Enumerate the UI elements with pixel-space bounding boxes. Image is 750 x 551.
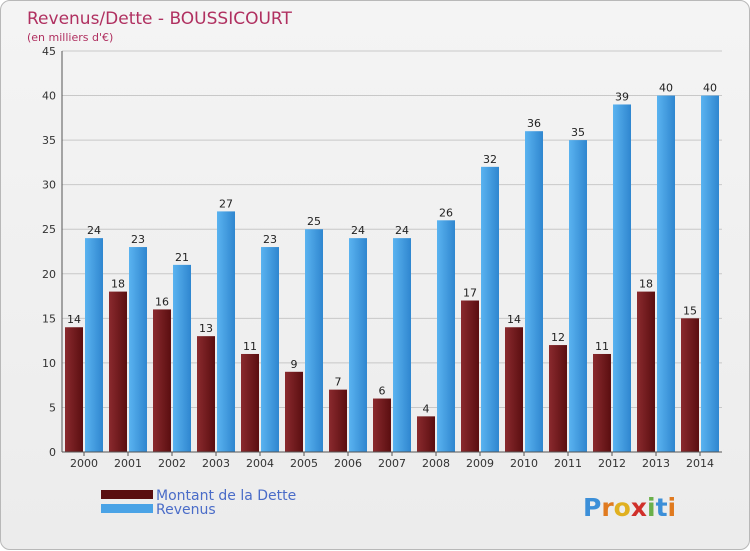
bar-dette — [681, 318, 699, 452]
x-tick-label: 2005 — [290, 457, 318, 470]
data-label-revenus: 24 — [395, 224, 409, 237]
data-label-dette: 17 — [463, 287, 477, 300]
bar-dette — [593, 353, 611, 452]
bar-dette — [637, 291, 655, 452]
data-label-dette: 13 — [199, 322, 213, 335]
data-label-dette: 15 — [683, 304, 697, 317]
proxiti-logo: Proxiti — [583, 493, 676, 522]
data-label-dette: 14 — [67, 313, 81, 326]
x-tick-label: 2012 — [598, 457, 626, 470]
bar-revenus — [261, 247, 279, 452]
data-label-dette: 11 — [595, 340, 609, 353]
data-label-revenus: 24 — [87, 224, 101, 237]
data-label-dette: 6 — [379, 385, 386, 398]
y-tick-label: 0 — [49, 446, 56, 459]
data-label-revenus: 23 — [263, 233, 277, 246]
x-tick-label: 2002 — [158, 457, 186, 470]
y-tick-label: 40 — [42, 90, 56, 103]
bar-dette — [549, 345, 567, 452]
bar-dette — [505, 327, 523, 452]
data-label-dette: 18 — [639, 278, 653, 291]
data-label-revenus: 35 — [571, 126, 585, 139]
bar-revenus — [613, 104, 631, 452]
data-label-revenus: 26 — [439, 206, 453, 219]
data-label-revenus: 40 — [659, 82, 673, 95]
chart-subtitle: (en milliers d'€) — [27, 31, 113, 44]
x-tick-label: 2011 — [554, 457, 582, 470]
data-label-dette: 9 — [291, 358, 298, 371]
axes: 0 5 10 15 20 25 30 35 40 45 2000 2001 2002 2003 2004 20… — [42, 45, 722, 470]
y-tick-label: 5 — [49, 401, 56, 414]
legend: Montant de la Dette Revenus — [101, 488, 296, 518]
x-tick-label: 2009 — [466, 457, 494, 470]
bar-dette — [373, 398, 391, 452]
x-tick-label: 2008 — [422, 457, 450, 470]
y-tick-label: 20 — [42, 268, 56, 281]
legend-swatch-revenus — [101, 504, 153, 513]
y-tick-label: 30 — [42, 179, 56, 192]
bar-revenus — [349, 238, 367, 452]
bars: 14 24 18 23 16 21 13 27 11 23 9 25 7 24 6 24 4 26 17 32 14 36… — [65, 82, 719, 453]
data-label-revenus: 36 — [527, 117, 541, 130]
svg-text:Proxiti: Proxiti — [583, 493, 676, 522]
x-tick-label: 2007 — [378, 457, 406, 470]
bar-revenus — [173, 264, 191, 452]
x-tick-label: 2000 — [70, 457, 98, 470]
x-tick-label: 2004 — [246, 457, 274, 470]
data-label-revenus: 39 — [615, 90, 629, 103]
legend-label-revenus: Revenus — [156, 502, 216, 518]
y-tick-label: 45 — [42, 45, 56, 58]
x-tick-label: 2006 — [334, 457, 362, 470]
bar-revenus — [701, 95, 719, 453]
x-tick-label: 2001 — [114, 457, 142, 470]
bar-dette — [417, 416, 435, 452]
bar-revenus — [305, 229, 323, 452]
data-label-dette: 7 — [335, 376, 342, 389]
legend-label-dette: Montant de la Dette — [156, 488, 296, 504]
bar-revenus — [657, 95, 675, 453]
bar-revenus — [85, 238, 103, 452]
y-tick-label: 10 — [42, 357, 56, 370]
chart-title: Revenus/Dette - BOUSSICOURT — [27, 9, 292, 29]
data-label-revenus: 25 — [307, 215, 321, 228]
data-label-revenus: 21 — [175, 251, 189, 264]
bar-revenus — [129, 247, 147, 452]
bar-revenus — [437, 220, 455, 452]
data-label-revenus: 32 — [483, 153, 497, 166]
data-label-dette: 18 — [111, 278, 125, 291]
grid — [62, 50, 722, 408]
bar-revenus — [393, 238, 411, 452]
bar-dette — [461, 300, 479, 452]
bar-dette — [197, 336, 215, 452]
x-tick-label: 2014 — [686, 457, 714, 470]
bar-revenus — [481, 166, 499, 452]
data-label-revenus: 24 — [351, 224, 365, 237]
bar-dette — [241, 353, 259, 452]
bar-dette — [285, 371, 303, 452]
data-label-revenus: 27 — [219, 197, 233, 210]
data-label-revenus: 23 — [131, 233, 145, 246]
bar-dette — [109, 291, 127, 452]
x-tick-label: 2010 — [510, 457, 538, 470]
legend-swatch-dette — [101, 490, 153, 499]
y-tick-label: 15 — [42, 312, 56, 325]
data-label-revenus: 40 — [703, 82, 717, 95]
bar-revenus — [569, 140, 587, 452]
bar-dette — [65, 327, 83, 452]
bar-revenus — [217, 211, 235, 452]
bar-revenus — [525, 131, 543, 452]
x-tick-label: 2013 — [642, 457, 670, 470]
data-label-dette: 16 — [155, 295, 169, 308]
data-label-dette: 12 — [551, 331, 565, 344]
data-label-dette: 14 — [507, 313, 521, 326]
bar-dette — [153, 309, 171, 452]
y-tick-label: 35 — [42, 134, 56, 147]
bar-dette — [329, 389, 347, 452]
data-label-dette: 4 — [423, 402, 430, 415]
data-label-dette: 11 — [243, 340, 257, 353]
y-tick-label: 25 — [42, 223, 56, 236]
x-tick-label: 2003 — [202, 457, 230, 470]
